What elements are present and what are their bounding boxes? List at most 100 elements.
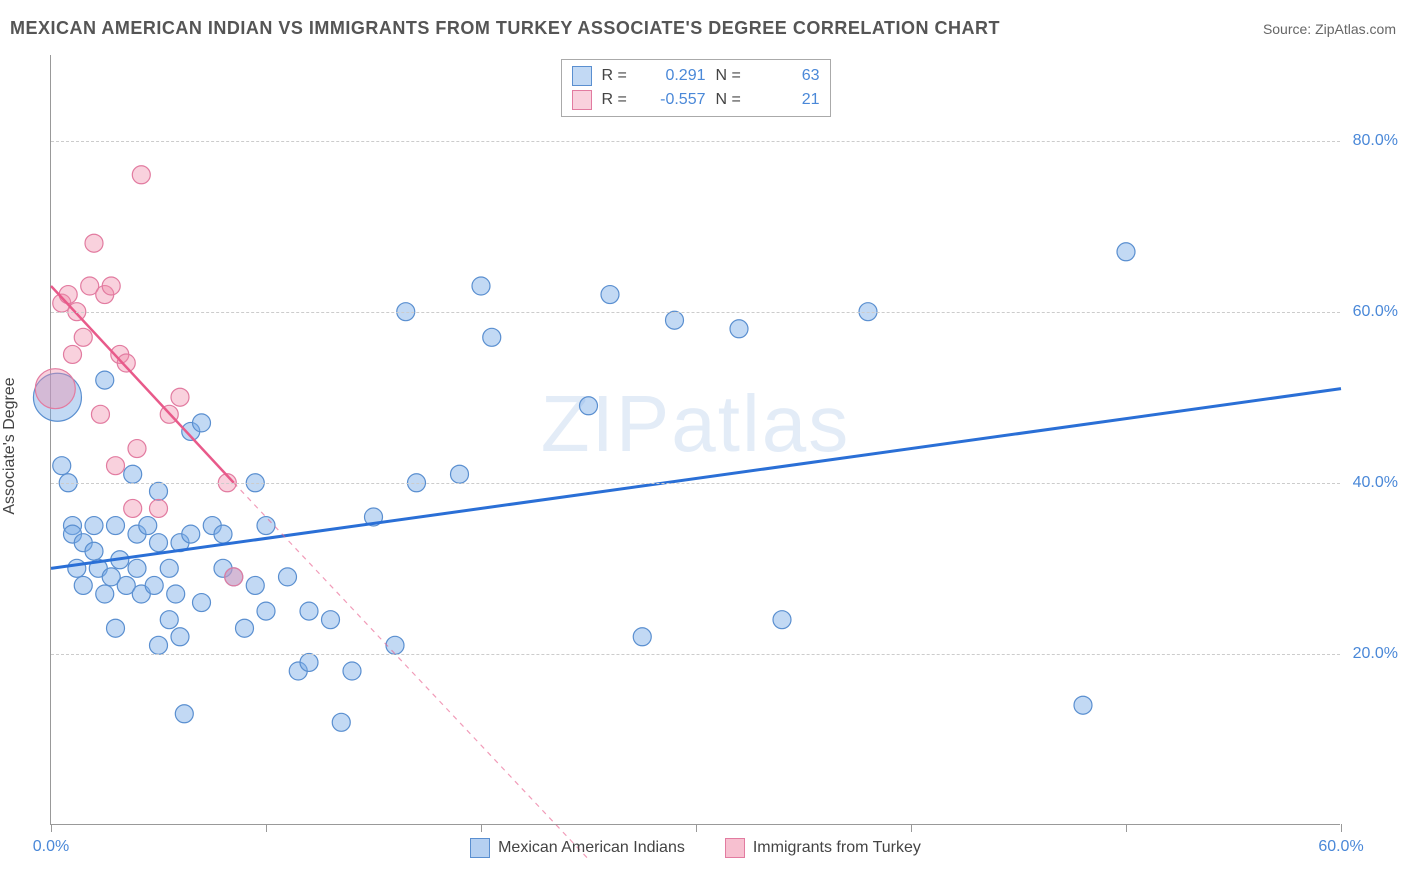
r-value-0: 0.291 xyxy=(646,67,706,85)
data-point xyxy=(451,465,469,483)
data-point xyxy=(132,166,150,184)
data-point xyxy=(236,619,254,637)
data-point xyxy=(59,286,77,304)
data-point xyxy=(171,628,189,646)
data-point xyxy=(150,499,168,517)
ytick-label: 40.0% xyxy=(1353,474,1398,492)
n-label-0: N = xyxy=(716,67,750,85)
stats-swatch-1 xyxy=(572,90,592,110)
legend-swatch-0 xyxy=(470,838,490,858)
chart-title: MEXICAN AMERICAN INDIAN VS IMMIGRANTS FR… xyxy=(10,18,1000,39)
data-point xyxy=(74,576,92,594)
xtick-label: 0.0% xyxy=(33,838,69,856)
data-point xyxy=(107,457,125,475)
r-label-1: R = xyxy=(602,91,636,109)
stats-swatch-0 xyxy=(572,66,592,86)
data-point xyxy=(257,517,275,535)
data-point xyxy=(580,397,598,415)
data-point xyxy=(35,369,75,409)
xtick xyxy=(911,824,912,832)
data-point xyxy=(53,457,71,475)
data-point xyxy=(150,482,168,500)
title-bar: MEXICAN AMERICAN INDIAN VS IMMIGRANTS FR… xyxy=(10,18,1396,39)
gridline-h xyxy=(51,483,1340,484)
data-point xyxy=(343,662,361,680)
xtick xyxy=(266,824,267,832)
series-legend: Mexican American Indians Immigrants from… xyxy=(51,838,1340,858)
legend-item-0: Mexican American Indians xyxy=(470,838,685,858)
data-point xyxy=(68,559,86,577)
xtick xyxy=(1341,824,1342,832)
xtick xyxy=(696,824,697,832)
n-value-1: 21 xyxy=(760,91,820,109)
data-point xyxy=(64,345,82,363)
data-point xyxy=(150,636,168,654)
r-value-1: -0.557 xyxy=(646,91,706,109)
data-point xyxy=(1117,243,1135,261)
data-point xyxy=(85,517,103,535)
data-point xyxy=(773,611,791,629)
stats-row-1: R = -0.557 N = 21 xyxy=(572,88,820,112)
data-point xyxy=(666,311,684,329)
data-point xyxy=(601,286,619,304)
legend-label-0: Mexican American Indians xyxy=(498,839,685,857)
data-point xyxy=(128,440,146,458)
gridline-h xyxy=(51,141,1340,142)
data-point xyxy=(96,585,114,603)
legend-label-1: Immigrants from Turkey xyxy=(753,839,921,857)
source-label: Source: ZipAtlas.com xyxy=(1263,21,1396,37)
data-point xyxy=(483,328,501,346)
legend-item-1: Immigrants from Turkey xyxy=(725,838,921,858)
data-point xyxy=(279,568,297,586)
data-point xyxy=(107,619,125,637)
data-point xyxy=(386,636,404,654)
y-axis-label: Associate's Degree xyxy=(1,377,19,514)
data-point xyxy=(139,517,157,535)
data-point xyxy=(246,576,264,594)
data-point xyxy=(107,517,125,535)
data-point xyxy=(472,277,490,295)
n-value-0: 63 xyxy=(760,67,820,85)
n-label-1: N = xyxy=(716,91,750,109)
data-point xyxy=(182,525,200,543)
data-point xyxy=(214,525,232,543)
stats-legend: R = 0.291 N = 63 R = -0.557 N = 21 xyxy=(561,59,831,117)
data-point xyxy=(175,705,193,723)
data-point xyxy=(322,611,340,629)
data-point xyxy=(300,653,318,671)
trend-line xyxy=(51,389,1341,569)
data-point xyxy=(167,585,185,603)
ytick-label: 60.0% xyxy=(1353,303,1398,321)
data-point xyxy=(85,234,103,252)
plot-svg xyxy=(51,55,1340,824)
data-point xyxy=(633,628,651,646)
data-point xyxy=(160,611,178,629)
data-point xyxy=(145,576,163,594)
stats-row-0: R = 0.291 N = 63 xyxy=(572,64,820,88)
ytick-label: 80.0% xyxy=(1353,132,1398,150)
data-point xyxy=(300,602,318,620)
xtick-label: 60.0% xyxy=(1318,838,1363,856)
data-point xyxy=(102,277,120,295)
data-point xyxy=(96,371,114,389)
data-point xyxy=(730,320,748,338)
data-point xyxy=(85,542,103,560)
xtick xyxy=(1126,824,1127,832)
data-point xyxy=(117,354,135,372)
data-point xyxy=(332,713,350,731)
xtick xyxy=(481,824,482,832)
data-point xyxy=(91,405,109,423)
data-point xyxy=(193,414,211,432)
data-point xyxy=(171,388,189,406)
data-point xyxy=(128,559,146,577)
gridline-h xyxy=(51,654,1340,655)
data-point xyxy=(124,465,142,483)
data-point xyxy=(74,328,92,346)
ytick-label: 20.0% xyxy=(1353,645,1398,663)
data-point xyxy=(160,559,178,577)
data-point xyxy=(193,594,211,612)
data-point xyxy=(225,568,243,586)
data-point xyxy=(1074,696,1092,714)
data-point xyxy=(124,499,142,517)
data-point xyxy=(150,534,168,552)
